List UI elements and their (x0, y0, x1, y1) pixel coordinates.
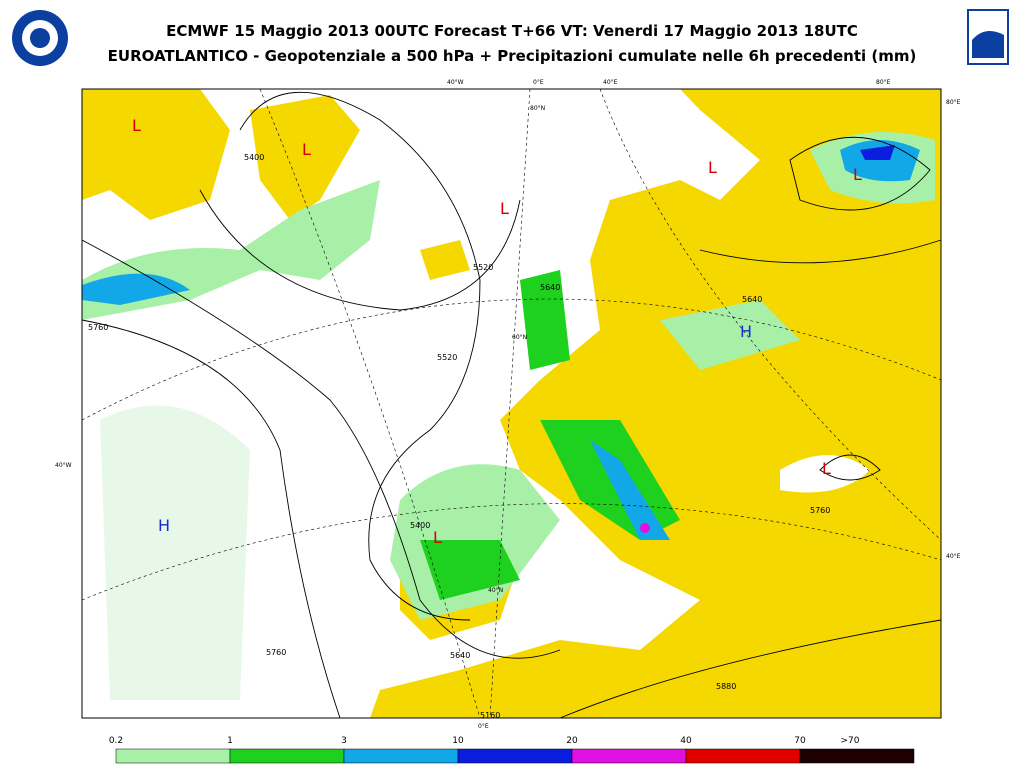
pressure-center: L (500, 199, 509, 218)
contour-label: 5520 (437, 353, 457, 362)
graticule-label: 40°N (488, 587, 503, 594)
graticule-label: 80°E (946, 99, 961, 106)
legend-swatch (115, 748, 231, 764)
map-labels: 40°W 0°E 40°E 80°E 80°E 80°N 60°N 40°N 40°W 40°E 0… (55, 79, 961, 730)
contour-label: 5760 (88, 323, 108, 332)
contour-label: 5640 (450, 651, 470, 660)
contour-label: 5160 (480, 711, 500, 720)
legend-label: 1 (227, 736, 233, 746)
map (81, 88, 942, 719)
pressure-center: L (433, 528, 442, 547)
sea (780, 455, 870, 493)
land (420, 240, 470, 280)
precip (520, 270, 570, 370)
legend-label: 20 (566, 736, 578, 746)
legend-swatch (343, 748, 459, 764)
contour (559, 619, 942, 719)
graticule-label: 60°N (512, 334, 527, 341)
precip (640, 523, 650, 533)
logo-left (12, 10, 68, 66)
contour (699, 239, 942, 264)
pressure-center: L (132, 116, 141, 135)
graticule-label: 40°W (55, 462, 72, 469)
graticule-label: 0°E (533, 79, 544, 86)
contour-label: 5760 (810, 506, 830, 515)
graticule (81, 503, 942, 601)
legend: 0.2 1 3 10 20 40 70 >70 (109, 736, 915, 764)
precip (660, 300, 800, 370)
land (250, 95, 360, 220)
graticule-label: 80°N (530, 105, 545, 112)
graticule (599, 88, 942, 541)
precip (420, 540, 520, 600)
legend-swatch (457, 748, 573, 764)
graticule-label: 40°E (603, 79, 618, 86)
contour (239, 91, 481, 621)
contour-label: 5640 (540, 283, 560, 292)
legend-label: 10 (452, 736, 464, 746)
graticule-label: 0°E (478, 723, 489, 730)
graticule-label: 80°E (876, 79, 891, 86)
contour-label: 5880 (716, 682, 736, 691)
pressure-center: L (302, 140, 311, 159)
legend-swatch (229, 748, 345, 764)
contour-label: 5520 (473, 263, 493, 272)
land (370, 89, 941, 718)
contour (819, 454, 881, 481)
logo-right (967, 9, 1009, 65)
contour-label: 5640 (742, 295, 762, 304)
legend-label: 3 (341, 736, 347, 746)
legend-label: 40 (680, 736, 692, 746)
contour (199, 189, 521, 311)
pressure-center: L (708, 158, 717, 177)
map-frame (81, 88, 942, 719)
pressure-center: L (822, 459, 831, 478)
legend-label: >70 (841, 736, 860, 746)
graticule-label: 40°W (447, 79, 464, 86)
title-line-2: EUROATLANTICO - Geopotenziale a 500 hPa … (108, 47, 917, 65)
precip (840, 140, 920, 182)
title-line-1: ECMWF 15 Maggio 2013 00UTC Forecast T+66… (166, 22, 858, 40)
legend-swatch (571, 748, 687, 764)
contour (81, 239, 561, 659)
graticule-label: 40°E (946, 553, 961, 560)
contour-label: 5760 (266, 648, 286, 657)
pressure-center: H (158, 516, 170, 535)
precip (82, 273, 190, 305)
legend-label: 0.2 (109, 736, 123, 746)
contour-label: 5400 (244, 153, 264, 162)
contour-label: 5400 (410, 521, 430, 530)
precip (100, 405, 250, 700)
legend-swatch (685, 748, 801, 764)
legend-swatch (799, 748, 915, 764)
contour (81, 319, 341, 719)
contour (789, 136, 931, 211)
graticule (81, 298, 942, 421)
precip (860, 145, 895, 160)
pressure-center: H (740, 322, 752, 341)
land (82, 89, 230, 220)
legend-label: 70 (794, 736, 806, 746)
precip (590, 440, 670, 540)
pressure-center: L (853, 165, 862, 184)
